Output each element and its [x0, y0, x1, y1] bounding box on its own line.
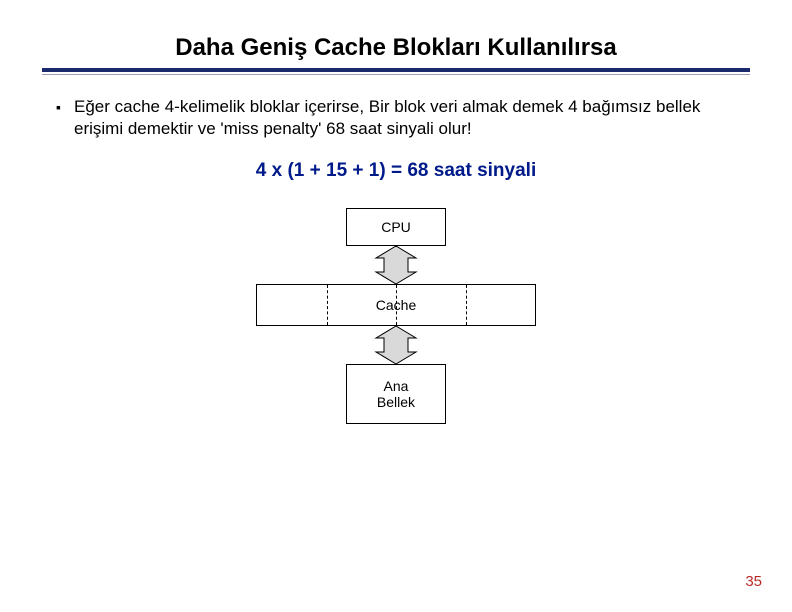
bullet-text: Eğer cache 4-kelimelik bloklar içerirse,…: [74, 96, 728, 140]
page-number: 35: [745, 573, 762, 590]
cpu-label: CPU: [381, 219, 411, 235]
memory-hierarchy-diagram: CPU Cache Ana Bellek: [0, 208, 792, 424]
bidir-arrow-icon: [356, 326, 436, 364]
bullet-marker: ▪: [56, 96, 74, 140]
bullet-item: ▪ Eğer cache 4-kelimelik bloklar içerirs…: [56, 96, 728, 140]
main-memory-box: Ana Bellek: [346, 364, 446, 424]
title-underline: [42, 68, 750, 75]
main-memory-label: Ana Bellek: [377, 378, 415, 410]
bidir-arrow-icon: [356, 246, 436, 284]
slide: Daha Geniş Cache Blokları Kullanılırsa ▪…: [0, 0, 792, 612]
cache-box: Cache: [256, 284, 536, 326]
cache-label: Cache: [376, 297, 416, 313]
slide-title: Daha Geniş Cache Blokları Kullanılırsa: [0, 34, 792, 62]
formula-text: 4 x (1 + 15 + 1) = 68 saat sinyali: [0, 160, 792, 182]
cpu-box: CPU: [346, 208, 446, 246]
